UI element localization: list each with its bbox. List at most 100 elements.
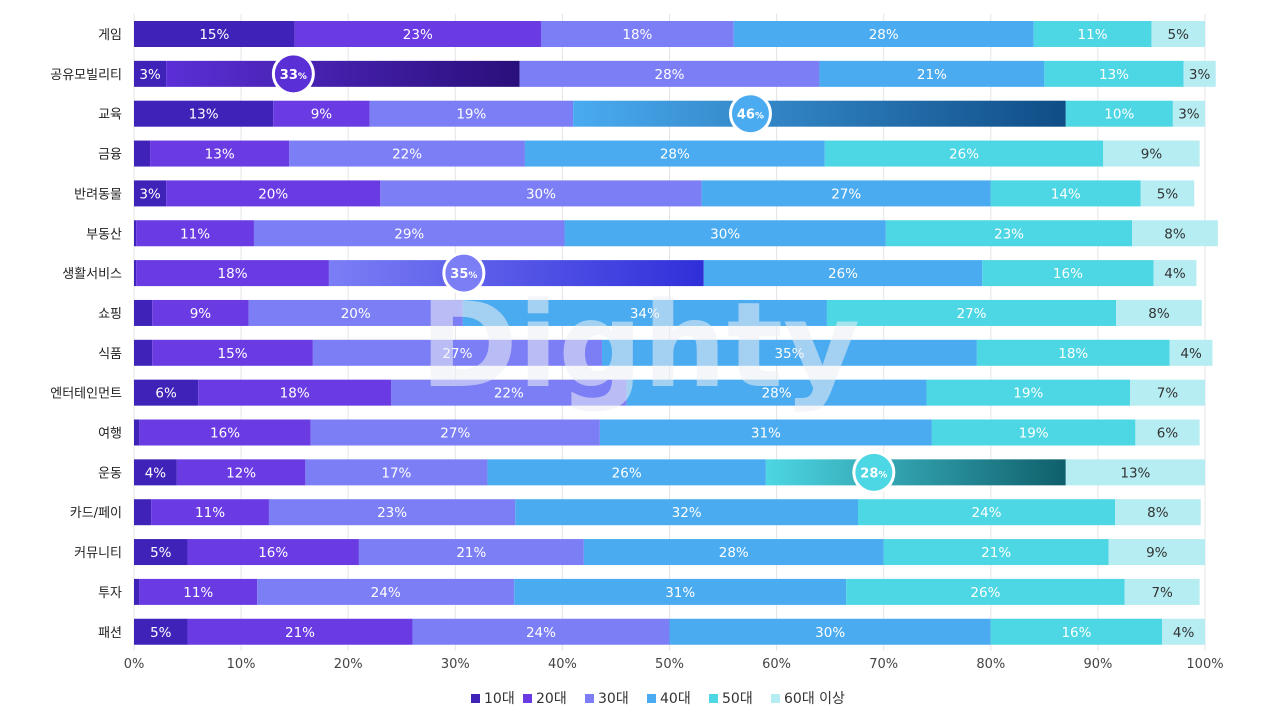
bar-segment — [273, 100, 370, 127]
legend-label: 60대 이상 — [784, 691, 845, 707]
x-tick-label: 80% — [976, 657, 1005, 672]
highlight-label: 28% — [860, 466, 887, 481]
legend-swatch — [647, 694, 656, 703]
category-label: 생활서비스 — [62, 267, 122, 282]
bar-segment — [139, 419, 311, 446]
bar-value-label: 20% — [258, 186, 288, 202]
bar-segment — [187, 539, 359, 566]
bar-segment — [136, 260, 329, 287]
bar-segment — [1140, 180, 1195, 207]
bar-value-label: 8% — [1164, 226, 1186, 242]
bar-segment — [626, 379, 927, 406]
bar-segment — [487, 459, 766, 486]
bar-segment — [524, 140, 825, 167]
bar-segment — [857, 499, 1116, 526]
bar-value-label: 34% — [630, 306, 660, 322]
bar-segment — [187, 618, 413, 645]
bar-value-label: 4% — [1173, 625, 1195, 641]
highlight-circle — [442, 251, 486, 295]
x-axis-ticks: 0% 10% 20% 30% 40% 50% 60% 70% 80% 90% 100% — [124, 657, 1224, 672]
bar-value-label: 17% — [381, 465, 411, 481]
highlight-unit: % — [298, 72, 307, 82]
bar-segment — [152, 339, 313, 366]
bar-segment — [1132, 220, 1218, 247]
bar-value-label: 5% — [1157, 186, 1179, 202]
x-tick-label: 50% — [655, 657, 684, 672]
bar-segment — [134, 21, 295, 47]
bar-value-label: 18% — [1058, 346, 1088, 362]
category-labels: 게임공유모빌리티교육금융반려동물부동산생활서비스쇼핑식품엔터테인먼트여행운동카드… — [50, 28, 122, 641]
legend-label: 40대 — [660, 691, 691, 707]
highlight-circle — [852, 450, 896, 494]
bar-segment — [134, 140, 151, 167]
bar-segment — [139, 578, 258, 605]
bar-segment — [412, 618, 670, 645]
bar-value-label: 20% — [341, 306, 371, 322]
bar-segment — [990, 180, 1141, 207]
x-tick-label: 70% — [869, 657, 898, 672]
bar-value-label: 28% — [660, 147, 690, 163]
highlight-label: 46% — [737, 108, 764, 123]
bar-value-label: 15% — [199, 27, 229, 43]
bar-segment — [1135, 419, 1200, 446]
bar-segment — [573, 100, 1066, 127]
bar-segment — [134, 459, 177, 486]
bar-segment — [1116, 299, 1202, 326]
x-tick-label: 0% — [124, 657, 145, 672]
bar-segment — [134, 618, 188, 645]
bar-segment — [701, 180, 991, 207]
category-label: 교육 — [98, 108, 122, 123]
bar-value-label: 3% — [1178, 107, 1200, 123]
category-label: 커뮤니티 — [74, 546, 122, 561]
bar-value-label: 21% — [981, 545, 1011, 561]
bar-segment — [1183, 60, 1216, 87]
bar-value-label: 4% — [145, 465, 167, 481]
bar-segment — [982, 260, 1154, 287]
bar-segment — [1162, 618, 1205, 645]
bar-value-label: 13% — [189, 107, 219, 123]
bar-value-label: 10% — [1104, 107, 1134, 123]
legend-swatch — [471, 694, 480, 703]
bar-value-label: 18% — [218, 266, 248, 282]
bar-value-label: 6% — [155, 386, 177, 402]
bar-segment — [1103, 140, 1200, 167]
bar-segment — [134, 419, 140, 446]
bar-segment — [976, 339, 1170, 366]
x-tick-label: 90% — [1083, 657, 1112, 672]
bar-segment — [824, 140, 1104, 167]
category-label: 여행 — [98, 426, 122, 442]
legend-swatch — [709, 694, 718, 703]
bar-value-label: 13% — [1120, 465, 1150, 481]
bar-value-label: 5% — [1168, 27, 1190, 43]
bar-segment — [134, 539, 188, 566]
highlight-circle — [271, 52, 315, 96]
x-tick-label: 30% — [441, 657, 470, 672]
bar-segment — [1153, 260, 1197, 287]
category-label: 공유모빌리티 — [50, 68, 122, 83]
bar-segment — [1124, 578, 1200, 605]
category-label: 식품 — [98, 347, 122, 362]
bar-segment — [1169, 339, 1213, 366]
bar-value-label: 11% — [1078, 27, 1108, 43]
bar-value-label: 26% — [970, 585, 1000, 601]
category-label: 쇼핑 — [98, 307, 122, 322]
bar-segment — [305, 459, 488, 486]
category-label: 운동 — [98, 466, 122, 481]
bar-value-label: 35% — [774, 346, 804, 362]
bar-segment — [826, 299, 1117, 326]
bar-value-label: 26% — [612, 465, 642, 481]
bar-segment — [703, 260, 983, 287]
bar-value-label: 21% — [285, 625, 315, 641]
bar-value-label: 23% — [994, 226, 1024, 242]
bar-value-label: 11% — [183, 585, 213, 601]
bar-value-label: 6% — [1157, 426, 1179, 442]
bar-value-label: 28% — [869, 27, 899, 43]
bar-value-label: 26% — [828, 266, 858, 282]
bar-value-label: 16% — [210, 426, 240, 442]
bar-value-label: 13% — [1099, 67, 1129, 83]
bar-value-label: 23% — [377, 505, 407, 521]
bar-segment — [380, 180, 702, 207]
bar-segment — [294, 21, 541, 47]
category-label: 게임 — [98, 28, 122, 43]
